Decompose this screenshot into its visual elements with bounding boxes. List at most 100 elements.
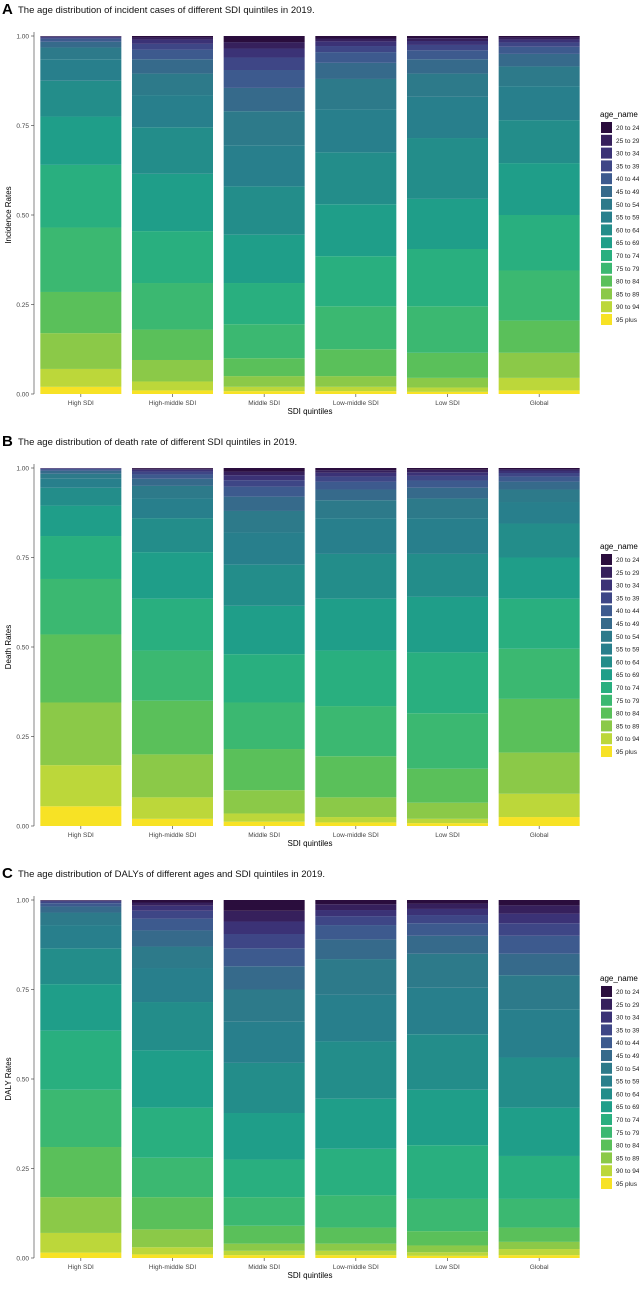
bar-segment — [223, 1197, 305, 1226]
legend-label: 65 to 69 — [616, 672, 639, 679]
bar-segment — [498, 648, 580, 699]
bar-segment — [498, 502, 580, 524]
bar-segment — [132, 498, 213, 519]
legend-swatch — [601, 720, 612, 732]
bar-segment — [407, 553, 488, 597]
bar-segment — [132, 1254, 213, 1258]
bar-segment — [498, 698, 580, 753]
bar-segment — [40, 80, 122, 117]
bar-segment — [315, 376, 397, 387]
bar-segment — [407, 96, 488, 139]
bar-segment — [498, 481, 580, 490]
bar-segment — [407, 1034, 488, 1090]
bar-segment — [315, 994, 397, 1042]
bar-segment — [315, 1148, 397, 1196]
legend-swatch — [601, 160, 612, 172]
legend-swatch — [601, 986, 612, 997]
bar-segment — [223, 921, 305, 935]
bar-stack — [223, 36, 305, 394]
x-tick-label: High-middle SDI — [149, 1264, 197, 1271]
legend-label: 40 to 44 — [616, 1040, 639, 1047]
x-tick-label: Low SDI — [435, 1264, 460, 1271]
bar-segment — [407, 487, 488, 499]
bar-segment — [132, 900, 213, 903]
y-tick-label: 0.75 — [16, 123, 29, 130]
bar-segment — [407, 249, 488, 307]
bar-stack — [315, 900, 397, 1258]
bar-segment — [407, 480, 488, 488]
bar-segment — [40, 1089, 122, 1148]
bar-segment — [407, 713, 488, 769]
bar-segment — [407, 935, 488, 954]
bar-segment — [40, 948, 122, 985]
legend-label: 60 to 64 — [616, 227, 639, 234]
legend-swatch — [601, 186, 612, 197]
bar-segment — [407, 352, 488, 378]
bar-segment — [315, 959, 397, 995]
legend-label: 70 to 74 — [616, 253, 639, 260]
x-tick-label: High-middle SDI — [149, 832, 197, 839]
legend-swatch — [601, 618, 612, 629]
bar-segment — [223, 966, 305, 990]
bar-segment — [132, 700, 213, 755]
y-tick-label: 0.25 — [16, 734, 29, 741]
legend-label: 30 to 34 — [616, 151, 639, 158]
legend-label: 55 to 59 — [616, 647, 639, 654]
bar-segment — [223, 42, 305, 49]
bar-segment — [132, 1107, 213, 1158]
bar-segment — [498, 377, 580, 391]
legend-label: 25 to 29 — [616, 570, 639, 577]
bar-segment — [315, 476, 397, 482]
bar-segment — [407, 915, 488, 924]
bar-segment — [223, 496, 305, 511]
bar-stack — [40, 36, 122, 394]
bar-segment — [498, 752, 580, 794]
y-tick-label: 0.00 — [16, 824, 29, 831]
bar-segment — [132, 946, 213, 969]
y-tick-label: 0.50 — [16, 213, 29, 220]
bar-segment — [40, 37, 122, 39]
bar-segment — [407, 41, 488, 45]
bar-segment — [223, 1225, 305, 1244]
bar-segment — [223, 486, 305, 497]
legend-swatch — [601, 1139, 612, 1151]
legend-swatch — [601, 998, 612, 1010]
bar-segment — [315, 46, 397, 53]
bar-segment — [407, 59, 488, 74]
bar-segment — [132, 918, 213, 931]
bar-stack — [315, 36, 397, 394]
bar-stack — [407, 900, 488, 1258]
bar-segment — [223, 1243, 305, 1251]
legend-swatch — [601, 592, 612, 604]
bar-segment — [498, 215, 580, 271]
bar-segment — [498, 935, 580, 954]
bar-segment — [315, 1041, 397, 1099]
y-axis-label: DALY Rates — [4, 1057, 13, 1100]
bar-segment — [315, 472, 397, 477]
bar-segment — [223, 468, 305, 472]
bar-stack — [132, 900, 213, 1258]
bar-segment — [223, 605, 305, 655]
bar-segment — [40, 536, 122, 579]
bar-segment — [40, 806, 122, 826]
bar-stack — [498, 468, 580, 826]
legend-swatch — [601, 669, 612, 681]
bar-segment — [498, 36, 580, 38]
bar-segment — [315, 62, 397, 79]
bar-segment — [223, 1250, 305, 1256]
x-tick-label: Low-middle SDI — [333, 400, 379, 407]
bar-segment — [40, 470, 122, 474]
panel-letter: B — [2, 433, 13, 450]
legend-swatch — [601, 288, 612, 300]
legend-label: 95 plus — [616, 317, 638, 324]
bar-segment — [40, 901, 122, 904]
bar-segment — [40, 333, 122, 369]
bar-segment — [407, 818, 488, 824]
chart-panel-a: A The age distribution of incident cases … — [2, 1, 639, 416]
bar-segment — [498, 42, 580, 47]
bar-segment — [40, 368, 122, 387]
legend-label: 40 to 44 — [616, 176, 639, 183]
bar-segment — [498, 523, 580, 558]
bar-segment — [498, 1057, 580, 1108]
